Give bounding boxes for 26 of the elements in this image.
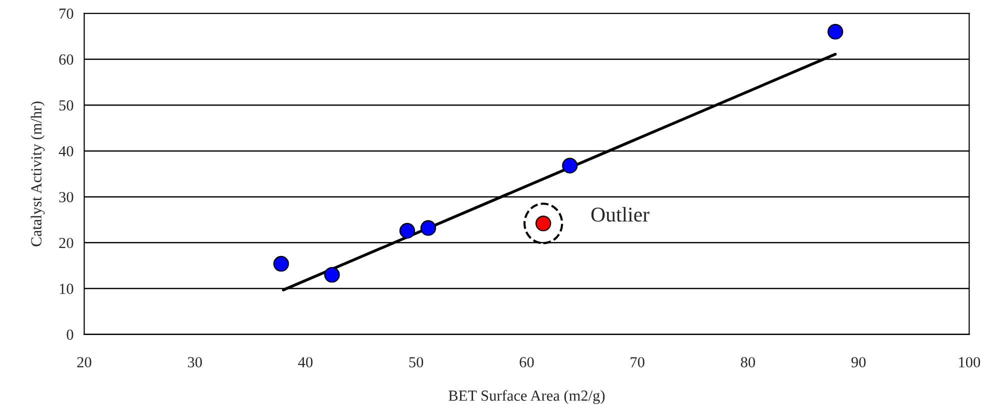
point [420, 220, 436, 236]
y-tick-label: 10 [60, 284, 74, 294]
point [324, 266, 340, 283]
point [828, 24, 844, 40]
x-tick-label: 20 [77, 357, 92, 368]
y-axis-title: Catalyst Activity (m/hr) [30, 102, 45, 246]
x-axis-title: BET Surface Area (m2/g) [448, 390, 605, 404]
point [273, 256, 289, 272]
y-tick-label: 70 [60, 8, 74, 19]
x-tick-label: 90 [851, 357, 866, 368]
x-tick-label: 30 [188, 357, 202, 368]
y-tick-label: 30 [59, 192, 74, 202]
x-tick-label: 70 [630, 357, 644, 368]
x-tick-label: 60 [520, 357, 534, 368]
point [562, 158, 578, 174]
y-tick-label: 0 [66, 330, 74, 340]
y-tick-label: 50 [59, 100, 74, 111]
y-tick-label: 40 [58, 146, 74, 156]
x-tick-label: 50 [409, 357, 424, 368]
x-tick-label: 80 [740, 357, 756, 368]
point [399, 222, 416, 239]
x-tick-label: 40 [298, 357, 313, 368]
x-tick-label: 100 [959, 357, 980, 368]
y-tick-label: 20 [59, 238, 74, 248]
annotation: Outlier [591, 207, 650, 222]
y-tick-label: 60 [59, 54, 74, 65]
